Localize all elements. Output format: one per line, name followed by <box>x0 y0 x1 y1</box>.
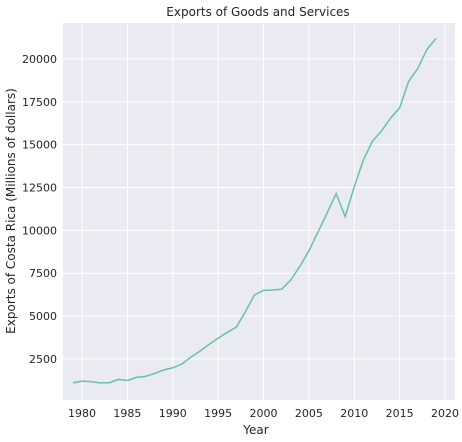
y-axis-label: Exports of Costa Rica (Millions of dolla… <box>4 88 18 334</box>
x-tick-label: 1985 <box>113 407 141 420</box>
x-tick-label: 1995 <box>204 407 232 420</box>
x-tick-label: 2015 <box>386 407 414 420</box>
y-tick-label: 7500 <box>29 267 57 280</box>
x-tick-label: 2005 <box>295 407 323 420</box>
y-tick-labels: 2500 5000 7500 10000 12500 15000 17500 20000 <box>22 53 57 366</box>
plot-area <box>63 23 455 400</box>
series-line <box>72 37 437 384</box>
x-tick-label: 2020 <box>431 407 459 420</box>
chart-title: Exports of Goods and Services <box>166 5 349 19</box>
y-tick-label: 10000 <box>22 224 57 237</box>
y-tick-label: 20000 <box>22 53 57 66</box>
x-tick-label: 1990 <box>159 407 187 420</box>
y-tick-label: 2500 <box>29 353 57 366</box>
x-tick-label: 1980 <box>68 407 96 420</box>
y-tick-label: 12500 <box>22 182 57 195</box>
grid-lines <box>63 23 455 400</box>
y-tick-label: 5000 <box>29 310 57 323</box>
x-tick-label: 2000 <box>250 407 278 420</box>
x-tick-label: 2010 <box>340 407 368 420</box>
y-tick-label: 15000 <box>22 139 57 152</box>
y-tick-label: 17500 <box>22 96 57 109</box>
x-axis-label: Year <box>242 423 268 437</box>
x-tick-labels: 1980 1985 1990 1995 2000 2005 2010 2015 2020 <box>68 407 459 420</box>
